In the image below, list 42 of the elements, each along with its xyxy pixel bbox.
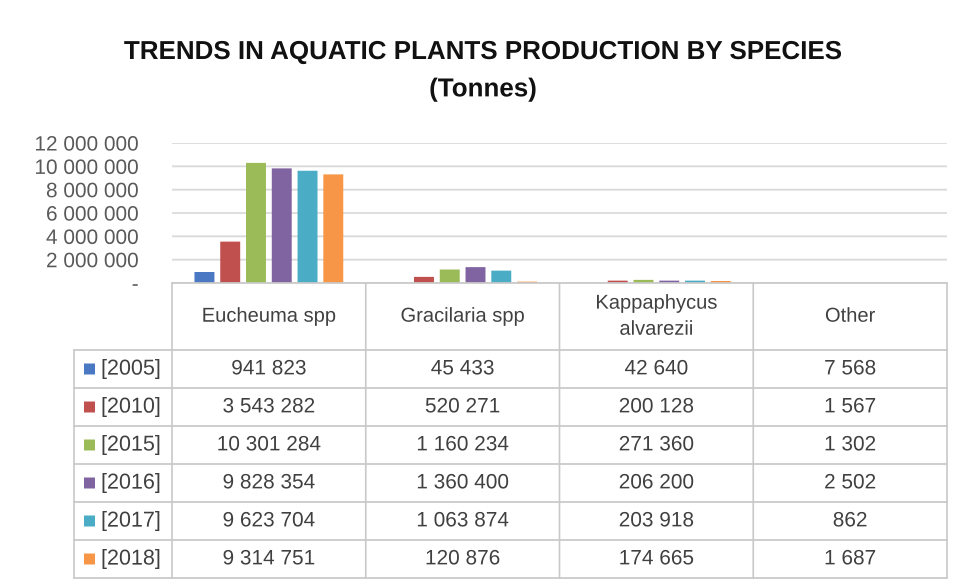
y-tick-label: 2 000 000	[47, 252, 138, 268]
data-label: 45 433	[431, 360, 494, 375]
legend-label: [2016]	[102, 472, 160, 494]
data-label: 10 301 284	[218, 436, 320, 451]
legend-label: [2010]	[102, 396, 160, 418]
data-label: 203 918	[620, 512, 694, 527]
y-tick-label: -	[132, 284, 138, 286]
data-label: 941 823	[232, 360, 306, 375]
data-label: 7 568	[825, 360, 876, 375]
x-tick-label: Other	[826, 307, 875, 322]
data-label: 9 828 354	[224, 474, 315, 489]
y-tick-label: 12 000 000	[36, 136, 138, 151]
y-tick-label: 8 000 000	[46, 182, 138, 198]
data-label: 42 640	[624, 360, 688, 375]
data-label: 9 623 704	[224, 512, 315, 527]
data-label: 1 567	[826, 398, 876, 413]
data-label: 174 665	[620, 550, 694, 565]
data-label: 200 128	[620, 398, 694, 413]
y-tick-label: 10 000 000	[36, 159, 138, 174]
data-label: 1 063 874	[418, 512, 508, 527]
data-label: 1 160 234	[418, 436, 508, 451]
data-label: 1 360 400	[418, 474, 508, 489]
data-label: 1 687	[826, 550, 876, 565]
legend-label: [2015]	[102, 434, 160, 456]
data-label: 2 502	[825, 474, 876, 489]
data-label: 120 876	[426, 550, 500, 565]
data-label: 1 302	[826, 436, 876, 451]
x-tick-label: Kappaphycus alvarezii	[597, 294, 717, 335]
legend-label: [2018]	[102, 548, 160, 570]
data-label: 520 271	[426, 398, 500, 413]
legend-label: [2005]	[102, 358, 160, 380]
x-tick-label: Eucheuma spp	[203, 307, 336, 326]
data-label: 3 543 282	[223, 398, 314, 413]
x-tick-label: Gracilaria spp	[402, 307, 524, 326]
chart-title: TRENDS IN AQUATIC PLANTS PRODUCTION BY SPECIES (Tonnes)	[124, 40, 842, 102]
data-label: 862	[834, 512, 866, 527]
data-label: 9 314 751	[224, 550, 314, 565]
y-tick-label: 4 000 000	[46, 229, 138, 244]
y-tick-label: 6 000 000	[47, 206, 138, 221]
data-label: 206 200	[620, 474, 694, 489]
legend-label: [2017]	[102, 510, 160, 532]
data-label: 271 360	[620, 436, 694, 451]
